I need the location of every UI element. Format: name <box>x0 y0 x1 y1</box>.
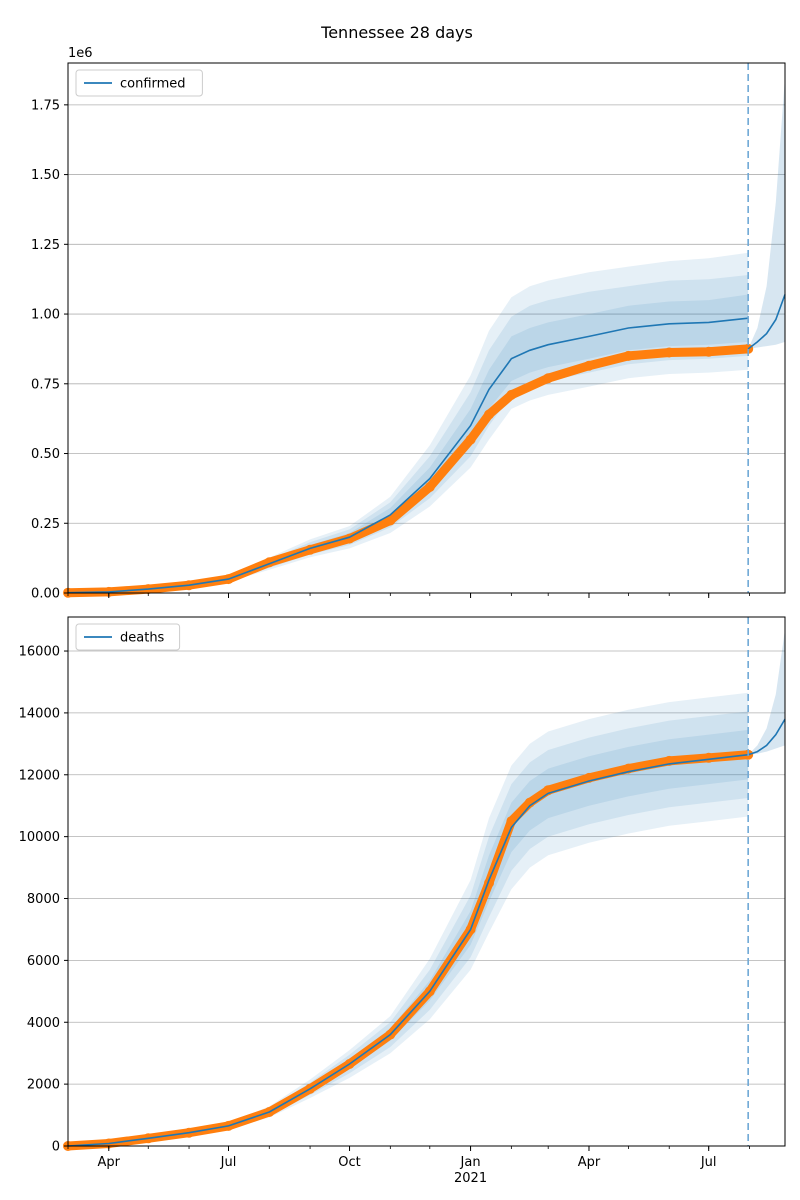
x-year-label: 2021 <box>454 1171 487 1186</box>
axes-frame <box>67 62 786 594</box>
y-tick-label: 8000 <box>27 892 60 907</box>
observed-point <box>484 409 494 420</box>
observed-point <box>623 350 634 361</box>
observed-point <box>524 797 535 808</box>
legend-box <box>75 623 181 651</box>
y-tick-label: 0.75 <box>31 377 60 392</box>
observed-point <box>664 347 675 358</box>
observed-point <box>506 816 517 827</box>
y-tick-label: 4000 <box>27 1016 60 1031</box>
forecast-line <box>747 718 786 756</box>
legend-box <box>75 69 203 97</box>
confidence-band <box>68 711 749 1146</box>
x-tick-label: Oct <box>338 1155 360 1170</box>
forecast-line <box>747 294 786 350</box>
legend: deaths <box>75 623 181 651</box>
legend: confirmed <box>75 69 203 97</box>
axes-frame <box>67 616 786 1147</box>
y-tick-label: 0.25 <box>31 517 60 532</box>
legend-label: deaths <box>120 631 165 646</box>
y-tick-label: 10000 <box>19 830 60 845</box>
observed-point <box>385 515 396 526</box>
y-multiplier-label: 1e6 <box>68 46 93 61</box>
y-tick-label: 0.00 <box>31 587 60 602</box>
y-tick-label: 0 <box>52 1140 60 1155</box>
observed-point <box>543 373 554 384</box>
model-line <box>67 753 749 1147</box>
x-tick-label: Apr <box>578 1155 601 1170</box>
confidence-band <box>68 252 749 593</box>
y-tick-label: 1.25 <box>31 238 60 253</box>
y-tick-label: 14000 <box>19 706 60 721</box>
y-tick-label: 1.50 <box>31 168 60 183</box>
y-tick-label: 2000 <box>27 1078 60 1093</box>
observed-point <box>465 434 476 445</box>
forecast-band <box>748 76 785 349</box>
y-tick-label: 6000 <box>27 954 60 969</box>
observed-point <box>703 752 714 763</box>
confidence-band <box>68 692 749 1146</box>
y-tick-label: 0.50 <box>31 447 60 462</box>
y-tick-label: 12000 <box>19 768 60 783</box>
x-tick-label: Jul <box>700 1155 717 1170</box>
x-tick-label: Jul <box>220 1155 237 1170</box>
y-tick-label: 1.75 <box>31 98 60 113</box>
observed-point <box>424 482 435 492</box>
observed-point <box>584 360 594 371</box>
chart-title: Tennessee 28 days <box>320 23 473 42</box>
panel-deaths: 0 2000 4000 6000 8000 10000 12000 14000 16000 Apr… <box>19 616 786 1170</box>
y-tick-label: 1.00 <box>31 308 60 323</box>
panel-confirmed: 0.00 0.25 0.50 0.75 1.00 1.25 1.50 1.75 1e6 confi… <box>31 46 786 602</box>
observed-series <box>63 344 753 598</box>
confidence-band <box>68 294 749 593</box>
x-tick-label: Jan <box>460 1155 481 1170</box>
confidence-band <box>68 729 749 1146</box>
observed-point <box>506 389 517 400</box>
x-tick-label: Apr <box>98 1155 121 1170</box>
forecast-band <box>748 629 785 755</box>
observed-point <box>703 346 714 357</box>
model-line <box>67 317 749 594</box>
y-tick-label: 16000 <box>19 645 60 660</box>
legend-label: confirmed <box>120 77 186 92</box>
confidence-band <box>68 275 749 593</box>
